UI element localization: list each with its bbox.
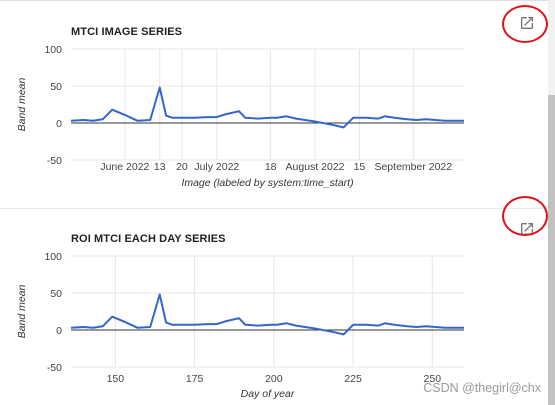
y-tick-label: 50 <box>50 81 62 93</box>
chart-title: ROI MTCI EACH DAY SERIES <box>71 233 226 245</box>
y-tick-label: 100 <box>44 44 62 56</box>
x-tick-label: July 2022 <box>194 161 239 173</box>
y-tick-label: -50 <box>47 362 62 374</box>
x-tick-label: 13 <box>154 161 166 173</box>
y-tick-label: 100 <box>44 251 62 263</box>
y-axis-title: Band mean <box>16 77 28 131</box>
top-border <box>0 0 548 1</box>
highlight-circle <box>502 5 548 43</box>
chart-panel-mtci-image-series: MTCI IMAGE SERIES June 2022 13 20 July 2022… <box>16 5 548 189</box>
x-tick-label: 175 <box>186 373 204 385</box>
y-tick-label: -50 <box>47 155 62 167</box>
chart-title: MTCI IMAGE SERIES <box>71 26 183 38</box>
y-tick-label: 50 <box>50 288 62 300</box>
watermark: CSDN @thegirl@chx <box>423 381 541 395</box>
y-tick-label: 0 <box>56 325 62 337</box>
x-tick-label: 250 <box>424 373 442 385</box>
line-chart: June 2022 13 20 July 2022 18 August 2022 15 Sep… <box>16 44 464 189</box>
x-tick-label: August 2022 <box>286 161 345 173</box>
series-line <box>70 293 464 336</box>
scrollbar-thumb[interactable] <box>548 95 555 405</box>
x-axis-title: Image (labeled by system:time_start) <box>181 177 353 189</box>
x-tick-label: 200 <box>265 373 283 385</box>
x-tick-label: 18 <box>265 161 277 173</box>
chart-panel-roi-mtci-each-day-series: ROI MTCI EACH DAY SERIES 150 175 200 225 250… <box>0 196 548 405</box>
y-tick-label: 0 <box>56 118 62 130</box>
x-tick-label: 150 <box>107 373 125 385</box>
x-tick-label: 15 <box>354 161 366 173</box>
panel-divider <box>0 208 548 209</box>
y-axis-title: Band mean <box>16 284 28 338</box>
x-tick-label: 20 <box>176 161 188 173</box>
x-tick-label: 225 <box>344 373 362 385</box>
x-tick-label: June 2022 <box>100 161 149 173</box>
highlight-circle <box>502 196 548 236</box>
x-axis-title: Day of year <box>241 388 295 400</box>
line-chart: 150 175 200 225 250 100 50 0 -50 Band mean Day of … <box>16 251 464 400</box>
series-line <box>70 86 464 129</box>
x-tick-label: September 2022 <box>374 161 452 173</box>
